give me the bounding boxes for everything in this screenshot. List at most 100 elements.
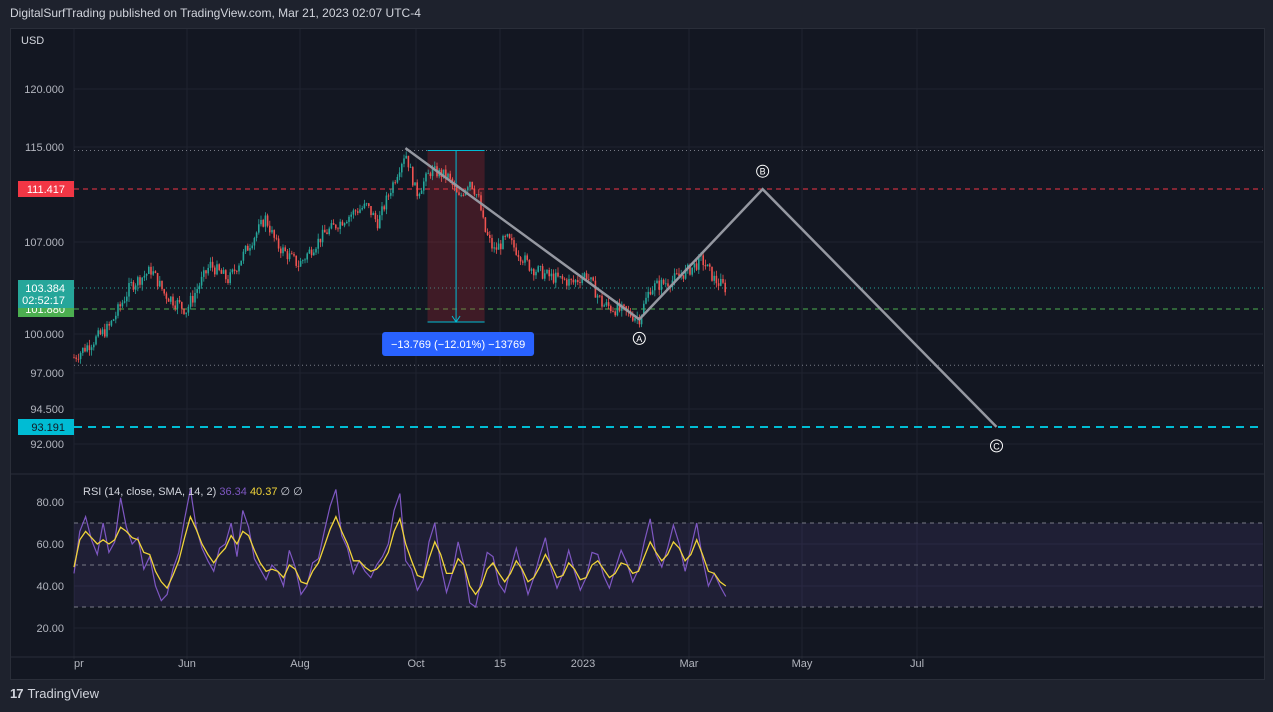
- candle-body: [315, 248, 317, 253]
- candle-body: [702, 255, 704, 266]
- candle-body: [585, 273, 588, 280]
- candle-body: [673, 273, 676, 281]
- candle-body: [229, 272, 231, 284]
- candle-body: [447, 173, 449, 178]
- candle-body: [269, 225, 271, 233]
- candle-body: [530, 269, 533, 271]
- candle-body: [691, 267, 693, 275]
- candle-body: [374, 213, 377, 220]
- candle-body: [489, 234, 491, 239]
- candle-body: [172, 296, 174, 306]
- candle-body: [181, 301, 183, 309]
- candle-body: [379, 215, 381, 229]
- candle-body: [640, 315, 643, 325]
- candle-body: [249, 248, 251, 251]
- candle-body: [623, 304, 625, 307]
- candle-body: [332, 223, 335, 225]
- candle-body: [610, 306, 612, 312]
- candle-body: [341, 221, 344, 226]
- candle-body: [343, 223, 346, 226]
- candle-body: [82, 347, 84, 353]
- candle-body: [139, 277, 141, 285]
- candle-body: [266, 215, 269, 226]
- candle-body: [706, 264, 709, 267]
- rsi-legend-part: 40.37: [250, 486, 281, 498]
- candle-body: [486, 231, 489, 235]
- candle-body: [216, 264, 218, 275]
- x-tick-label: Jun: [178, 658, 196, 670]
- price-badge: [18, 419, 74, 435]
- candle-body: [535, 271, 537, 276]
- candle-body: [242, 251, 245, 261]
- candle-body: [328, 228, 330, 235]
- rsi-legend[interactable]: RSI (14, close, SMA, 14, 2) 36.34 40.37 …: [83, 486, 303, 498]
- candle-body: [632, 316, 634, 321]
- candle-body: [475, 194, 478, 196]
- candle-body: [233, 269, 236, 271]
- candle-body: [515, 247, 517, 255]
- candle-body: [174, 305, 176, 309]
- candle-body: [583, 273, 586, 278]
- candle-body: [431, 167, 434, 177]
- candle-body: [676, 273, 678, 275]
- candle-body: [152, 271, 154, 275]
- candle-body: [128, 283, 130, 297]
- rsi-y-tick-label: 60.00: [36, 539, 64, 551]
- candle-body: [561, 276, 564, 279]
- chart-panel[interactable]: A B C −13.769 (−12.01%) −13769 USD 120.000 115…: [10, 28, 1265, 680]
- candle-body: [293, 253, 295, 256]
- candle-body: [141, 277, 143, 285]
- candle-body: [244, 245, 247, 252]
- candle-body: [469, 181, 471, 188]
- candle-body: [196, 289, 198, 293]
- candle-body: [337, 228, 339, 230]
- candle-body: [385, 195, 388, 210]
- candle-body: [405, 155, 407, 159]
- candle-body: [225, 270, 227, 280]
- candle-body: [519, 257, 522, 262]
- candle-body: [506, 234, 509, 237]
- candle-body: [656, 280, 658, 284]
- candle-body: [200, 276, 203, 286]
- candle-body: [286, 251, 289, 260]
- candle-body: [473, 188, 476, 195]
- candle-body: [607, 302, 610, 307]
- candle-body: [572, 279, 575, 283]
- candle-body: [579, 282, 581, 283]
- candle-body: [211, 261, 214, 268]
- wave-label-b: B: [760, 167, 766, 177]
- candle-body: [445, 169, 447, 178]
- candle-body: [119, 304, 121, 307]
- candle-body: [75, 357, 77, 359]
- candle-body: [134, 285, 137, 290]
- candle-body: [121, 302, 124, 307]
- candle-body: [365, 203, 368, 205]
- candle-body: [275, 237, 278, 239]
- candle-body: [713, 275, 715, 281]
- candle-body: [167, 298, 170, 302]
- candle-body: [458, 192, 460, 196]
- candle-body: [423, 181, 425, 191]
- candle-body: [227, 279, 229, 284]
- price-badge-text: 111.417: [27, 184, 65, 196]
- candle-body: [357, 211, 359, 213]
- candle-body: [93, 344, 95, 348]
- candle-body: [376, 219, 379, 229]
- candle-body: [159, 280, 161, 287]
- measure-label: −13.769 (−12.01%) −13769: [391, 339, 525, 351]
- x-tick-label: 15: [494, 658, 506, 670]
- candle-body: [722, 278, 724, 283]
- candle-body: [137, 277, 139, 286]
- candle-body: [594, 280, 597, 298]
- candle-body: [381, 206, 383, 216]
- candle-body: [392, 182, 394, 193]
- candle-body: [156, 273, 159, 287]
- candle-body: [724, 282, 726, 293]
- candle-body: [407, 155, 410, 168]
- candle-body: [434, 166, 436, 168]
- candle-body: [117, 304, 119, 316]
- candle-body: [394, 182, 396, 184]
- candle-body: [284, 247, 286, 252]
- chart-svg[interactable]: A B C −13.769 (−12.01%) −13769 USD 120.000 115…: [11, 29, 1264, 679]
- candle-body: [372, 213, 374, 216]
